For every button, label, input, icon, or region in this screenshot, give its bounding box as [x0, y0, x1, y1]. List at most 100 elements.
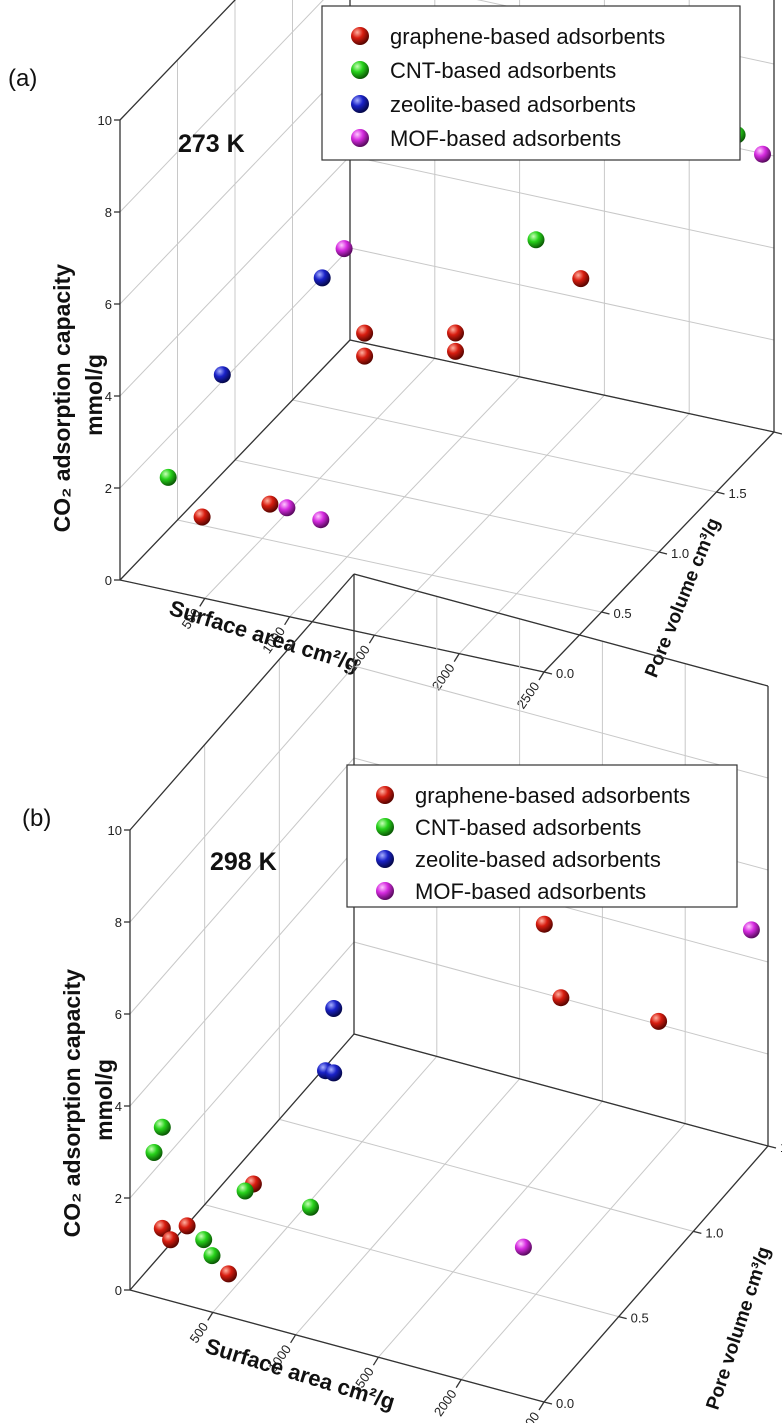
z-axis-title-line1: CO₂ adsorption capacity: [49, 264, 75, 533]
grid-line: [349, 155, 775, 249]
data-point: [203, 1247, 221, 1265]
z-tick-label: 0: [105, 573, 112, 588]
y-tick-label: 1.0: [705, 1225, 723, 1240]
data-point: [552, 989, 570, 1007]
axis-edge: [353, 573, 769, 687]
legend-marker: [376, 850, 394, 868]
y-tick-mark: [658, 551, 668, 555]
grid-line: [129, 941, 355, 1199]
legend-label: graphene-based adsorbents: [415, 783, 690, 808]
y-tick-mark: [543, 1401, 553, 1405]
data-point: [195, 1231, 213, 1249]
grid-line: [119, 63, 351, 305]
z-tick-label: 6: [105, 297, 112, 312]
x-axis-title: Surface area cm²/g: [166, 595, 362, 676]
z-tick-label: 8: [105, 205, 112, 220]
panel-label: (a): [8, 65, 37, 92]
x-tick-label: 2500: [514, 679, 543, 711]
data-point: [335, 240, 353, 258]
legend-label: CNT-based adsorbents: [390, 58, 616, 83]
y-tick-label: 0.5: [631, 1311, 649, 1326]
axis-edge: [129, 573, 355, 831]
data-point: [278, 499, 296, 517]
x-tick-mark: [368, 634, 375, 644]
x-tick-mark: [284, 616, 291, 626]
data-point: [527, 231, 545, 249]
x-tick-mark: [207, 1312, 214, 1321]
grid-line: [353, 665, 769, 779]
z-axis-title-line2: mmol/g: [91, 1059, 117, 1141]
chart-panel-b: (b) 50010001500200025000.00.51.01.502468…: [22, 573, 782, 1423]
legend-label: MOF-based adsorbents: [415, 879, 646, 904]
data-point: [572, 270, 590, 288]
data-point: [236, 1182, 254, 1200]
chart-panel-a: (a) 50010001500200025000.00.51.01.52.002…: [8, 0, 782, 711]
data-point: [535, 915, 553, 933]
grid-line: [129, 849, 355, 1107]
axis-edge: [353, 1033, 769, 1147]
legend-box: [321, 5, 741, 161]
grid-line: [349, 247, 775, 341]
y-tick-label: 0.0: [556, 1396, 574, 1411]
x-tick-mark: [372, 1356, 379, 1366]
y-tick-mark: [543, 671, 553, 675]
data-point: [325, 1000, 343, 1017]
grid-line: [129, 665, 355, 923]
data-point: [356, 324, 374, 342]
x-tick-label: 2500: [514, 1409, 543, 1423]
legend-marker: [351, 61, 369, 79]
data-point: [447, 342, 464, 360]
y-tick-mark: [767, 1145, 777, 1149]
x-tick-mark: [538, 1401, 545, 1411]
y-tick-mark: [773, 431, 782, 435]
temperature-annotation: 298 K: [210, 848, 277, 876]
legend-box: [346, 764, 738, 908]
grid-line: [295, 1078, 520, 1336]
legend-marker: [351, 27, 369, 45]
z-axis-title-line2: mmol/g: [81, 354, 107, 436]
legend-label: zeolite-based adsorbents: [390, 92, 636, 117]
data-point: [742, 921, 760, 939]
legend: graphene-based adsorbents CNT-based adsor…: [321, 5, 741, 161]
panel-label: (b): [22, 805, 51, 832]
legend-label: graphene-based adsorbents: [390, 24, 665, 49]
grid-line: [119, 155, 351, 397]
y-tick-mark: [618, 1316, 627, 1320]
axis-edge: [129, 1289, 545, 1403]
y-tick-mark: [601, 611, 610, 615]
data-point: [159, 468, 177, 486]
y-tick-label: 1.5: [729, 486, 747, 501]
x-tick-label: 2000: [431, 1387, 460, 1419]
z-tick-label: 2: [105, 481, 112, 496]
x-tick-mark: [199, 598, 206, 607]
z-tick-label: 2: [115, 1191, 122, 1206]
grid-line: [292, 399, 717, 493]
y-tick-label: 1.5: [780, 1140, 782, 1155]
grid-line: [279, 1118, 694, 1232]
y-axis-title: Pore volume cm³/g: [641, 515, 724, 680]
x-tick-mark: [538, 671, 545, 681]
y-tick-label: 0.0: [556, 666, 574, 681]
legend-label: MOF-based adsorbents: [390, 126, 621, 151]
z-tick-label: 6: [115, 1007, 122, 1022]
axis-edge: [543, 1145, 769, 1403]
x-tick-mark: [290, 1334, 297, 1344]
x-tick-mark: [455, 1379, 462, 1388]
z-tick-label: 4: [105, 389, 112, 404]
x-tick-mark: [453, 653, 460, 662]
data-point: [213, 366, 231, 384]
data-point: [153, 1118, 171, 1136]
data-point: [325, 1064, 343, 1082]
z-tick-label: 4: [115, 1099, 122, 1114]
legend-marker: [351, 129, 369, 147]
legend: graphene-based adsorbents CNT-based adsor…: [346, 764, 738, 908]
data-point: [302, 1198, 319, 1216]
data-point: [145, 1144, 163, 1161]
z-tick-label: 10: [108, 823, 122, 838]
z-tick-label: 8: [115, 915, 122, 930]
legend-marker: [376, 786, 394, 804]
axis-edge: [119, 339, 351, 581]
legend-marker: [376, 882, 394, 900]
y-tick-mark: [716, 491, 725, 495]
grid-line: [234, 459, 660, 553]
